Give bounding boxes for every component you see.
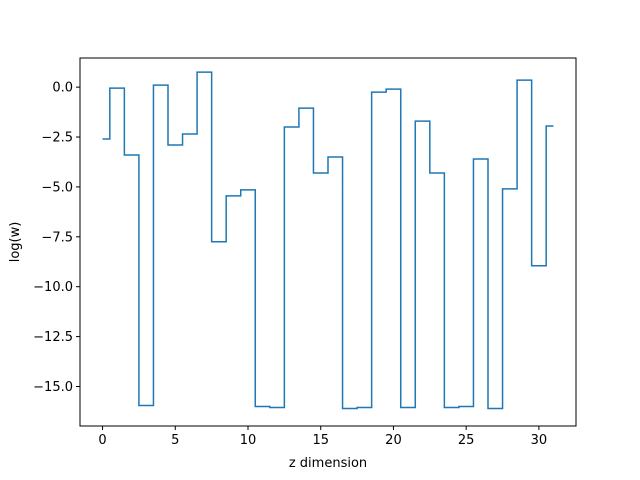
x-axis: 0 5 10 15 20 25 30 (98, 426, 547, 448)
y-tick-label: −12.5 (33, 330, 73, 345)
y-tick-label: −10.0 (33, 280, 73, 295)
series-line (102, 71, 554, 410)
x-tick-label: 10 (240, 433, 257, 448)
x-tick-label: 20 (385, 433, 402, 448)
x-tick-label: 25 (458, 433, 475, 448)
y-axis: 0.0 −2.5 −5.0 −7.5 −10.0 −12.5 −15.0 (33, 81, 80, 395)
y-tick-label: −2.5 (41, 131, 73, 146)
x-tick-label: 0 (98, 433, 106, 448)
plot-area (102, 71, 554, 410)
y-tick-label: −7.5 (41, 230, 73, 245)
x-tick-label: 5 (171, 433, 179, 448)
x-tick-label: 30 (531, 433, 548, 448)
y-tick-label: −5.0 (41, 180, 73, 195)
y-tick-label: 0.0 (52, 81, 73, 96)
x-tick-label: 15 (312, 433, 329, 448)
y-axis-label: log(w) (8, 222, 23, 263)
y-tick-label: −15.0 (33, 380, 73, 395)
axes-frame (79, 57, 577, 427)
x-axis-label: z dimension (289, 456, 367, 471)
